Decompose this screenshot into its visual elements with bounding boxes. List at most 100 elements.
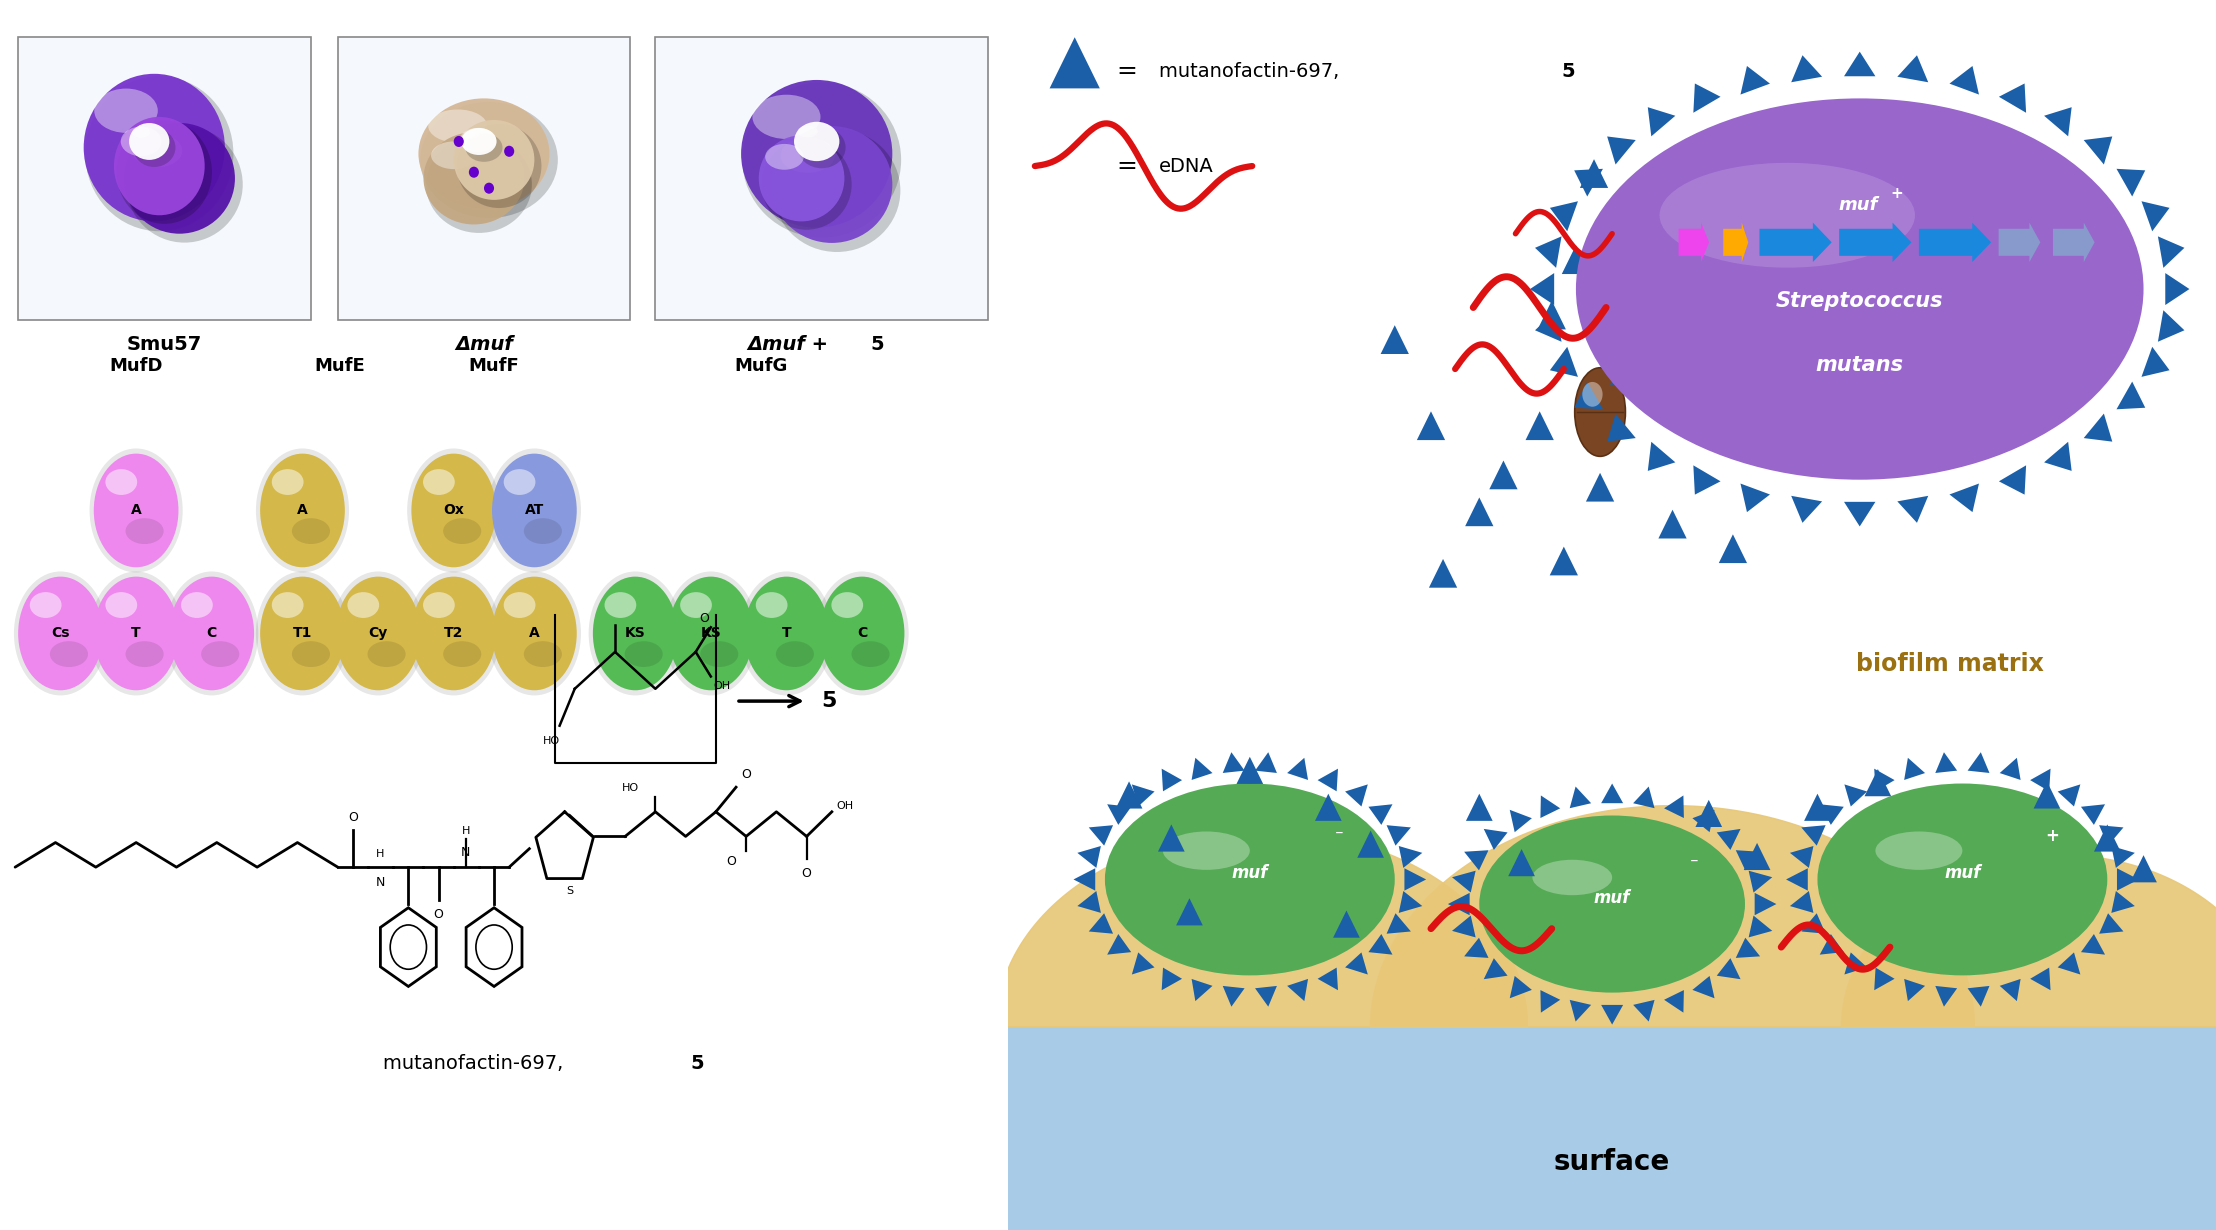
Ellipse shape xyxy=(771,125,893,242)
FancyArrow shape xyxy=(1678,223,1709,262)
Polygon shape xyxy=(1387,825,1412,846)
Text: =: = xyxy=(1117,154,1137,178)
Polygon shape xyxy=(1540,990,1560,1012)
Polygon shape xyxy=(1649,107,1675,137)
Text: MufF: MufF xyxy=(468,357,519,375)
Text: AT: AT xyxy=(525,503,543,518)
Polygon shape xyxy=(1693,975,1715,999)
Polygon shape xyxy=(1562,245,1591,274)
Polygon shape xyxy=(997,830,1527,1027)
Ellipse shape xyxy=(332,572,425,695)
Polygon shape xyxy=(1549,347,1578,376)
Ellipse shape xyxy=(348,592,379,617)
Polygon shape xyxy=(1999,979,2021,1001)
Ellipse shape xyxy=(740,572,833,695)
Text: T1: T1 xyxy=(293,626,312,641)
Polygon shape xyxy=(1569,786,1591,808)
Text: C: C xyxy=(858,626,866,641)
Polygon shape xyxy=(2083,137,2112,165)
Polygon shape xyxy=(1844,952,1868,974)
Polygon shape xyxy=(1819,804,1844,825)
Ellipse shape xyxy=(84,74,224,221)
Ellipse shape xyxy=(503,592,536,617)
Ellipse shape xyxy=(126,518,164,544)
Polygon shape xyxy=(1740,66,1771,95)
Ellipse shape xyxy=(492,577,576,690)
Text: T2: T2 xyxy=(443,626,463,641)
Ellipse shape xyxy=(740,80,893,228)
Polygon shape xyxy=(1509,809,1531,833)
Ellipse shape xyxy=(680,592,711,617)
Ellipse shape xyxy=(255,449,350,572)
Text: H: H xyxy=(377,849,383,859)
Text: KS: KS xyxy=(700,626,720,641)
Ellipse shape xyxy=(1533,860,1613,895)
Polygon shape xyxy=(1538,300,1567,330)
Ellipse shape xyxy=(1660,162,1915,268)
Polygon shape xyxy=(1369,804,1392,825)
Ellipse shape xyxy=(129,123,168,160)
Polygon shape xyxy=(2158,310,2185,342)
Ellipse shape xyxy=(133,127,151,138)
Polygon shape xyxy=(1664,796,1684,818)
Ellipse shape xyxy=(1593,257,1644,346)
Ellipse shape xyxy=(423,469,454,494)
Text: S: S xyxy=(565,886,574,895)
FancyArrow shape xyxy=(1760,223,1833,262)
Ellipse shape xyxy=(780,138,835,172)
Ellipse shape xyxy=(1480,815,1744,993)
Ellipse shape xyxy=(113,117,204,215)
Polygon shape xyxy=(2158,236,2185,268)
Ellipse shape xyxy=(594,577,678,690)
Polygon shape xyxy=(1287,758,1307,780)
Text: eDNA: eDNA xyxy=(1159,156,1214,176)
Ellipse shape xyxy=(106,592,137,617)
Ellipse shape xyxy=(798,127,847,169)
Ellipse shape xyxy=(470,166,479,178)
Polygon shape xyxy=(1791,891,1813,913)
Text: N: N xyxy=(461,845,470,859)
Ellipse shape xyxy=(432,141,476,169)
Polygon shape xyxy=(1717,829,1740,850)
FancyArrow shape xyxy=(1919,223,1992,262)
Polygon shape xyxy=(1485,958,1507,979)
Text: Streptococcus: Streptococcus xyxy=(1775,292,1943,311)
Polygon shape xyxy=(1897,496,1928,523)
Text: ⁻: ⁻ xyxy=(1336,828,1345,845)
Polygon shape xyxy=(1740,483,1771,512)
Polygon shape xyxy=(1088,825,1112,846)
Polygon shape xyxy=(1804,793,1830,820)
Ellipse shape xyxy=(773,129,900,252)
Ellipse shape xyxy=(421,102,558,218)
Ellipse shape xyxy=(665,572,758,695)
Polygon shape xyxy=(1314,793,1341,820)
Polygon shape xyxy=(1897,55,1928,82)
Ellipse shape xyxy=(815,572,909,695)
Ellipse shape xyxy=(1163,831,1250,870)
Ellipse shape xyxy=(798,125,818,138)
Ellipse shape xyxy=(605,592,636,617)
Polygon shape xyxy=(1077,846,1101,868)
Polygon shape xyxy=(1875,769,1895,791)
Polygon shape xyxy=(1999,758,2021,780)
Bar xyxy=(656,37,988,320)
Polygon shape xyxy=(1108,804,1130,825)
Ellipse shape xyxy=(753,95,820,139)
Text: Cy: Cy xyxy=(368,626,388,641)
Text: 5: 5 xyxy=(822,691,838,711)
Polygon shape xyxy=(2165,273,2189,305)
Polygon shape xyxy=(2081,934,2105,954)
Ellipse shape xyxy=(669,577,753,690)
Polygon shape xyxy=(1744,843,1771,870)
Ellipse shape xyxy=(408,449,501,572)
Polygon shape xyxy=(1649,442,1675,471)
Polygon shape xyxy=(1802,825,1826,846)
Polygon shape xyxy=(1467,793,1494,820)
Polygon shape xyxy=(1549,202,1578,231)
Text: Cs: Cs xyxy=(51,626,69,641)
Ellipse shape xyxy=(293,641,330,667)
Polygon shape xyxy=(1319,968,1338,990)
Polygon shape xyxy=(1802,913,1826,934)
Polygon shape xyxy=(1405,868,1427,891)
Ellipse shape xyxy=(463,130,481,139)
